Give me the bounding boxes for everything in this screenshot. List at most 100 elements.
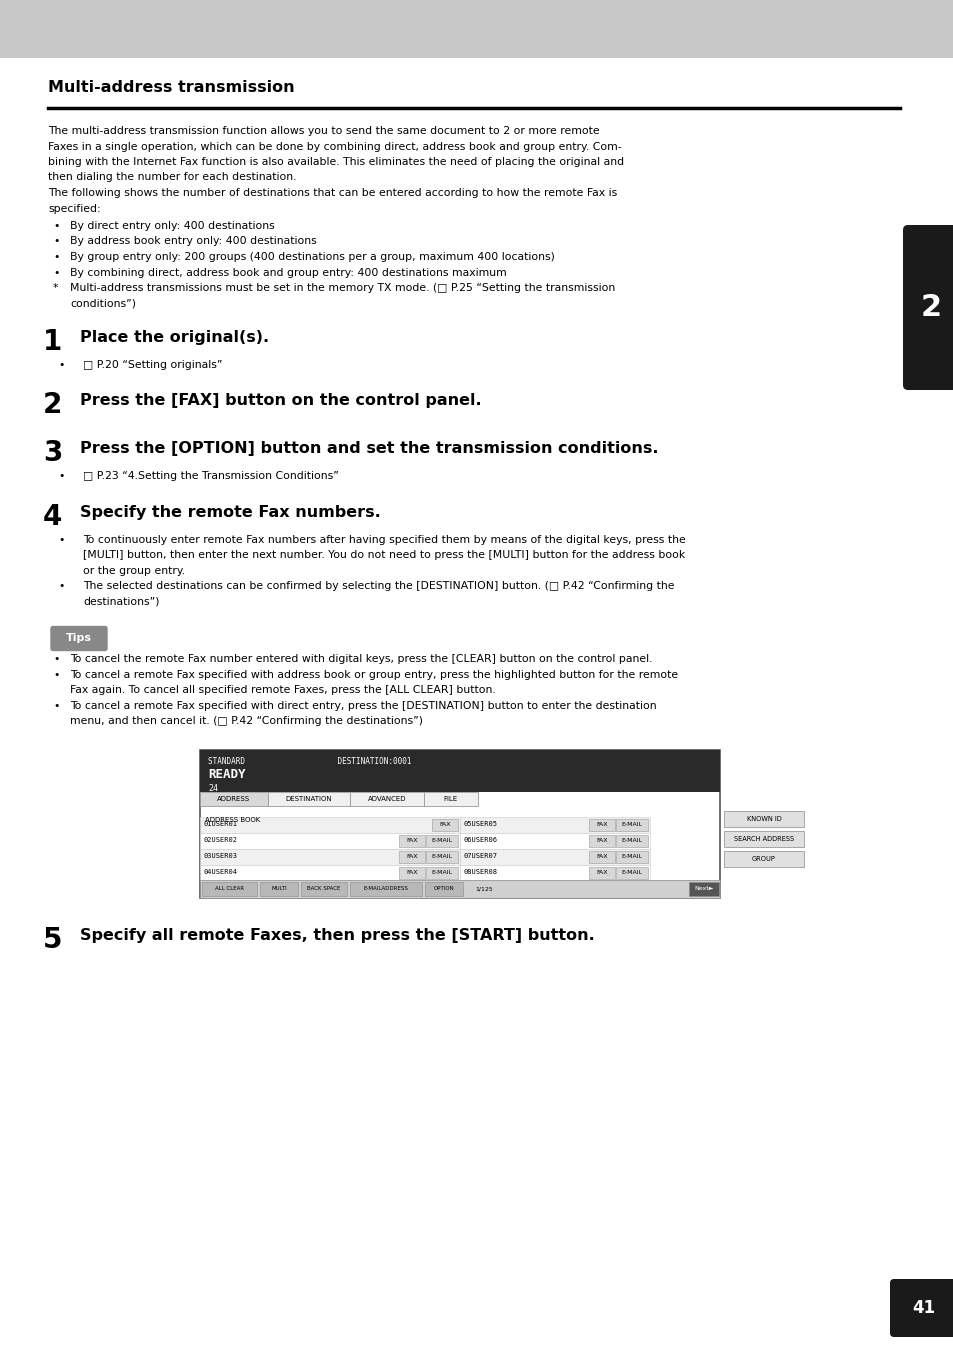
Text: Place the original(s).: Place the original(s). — [80, 330, 269, 345]
Text: E-MAIL: E-MAIL — [431, 838, 452, 844]
Bar — [202, 882, 256, 896]
Text: BACK SPACE: BACK SPACE — [307, 887, 340, 891]
Text: ADDRESS: ADDRESS — [217, 797, 251, 802]
Text: 24: 24 — [208, 785, 218, 793]
FancyBboxPatch shape — [889, 1279, 953, 1337]
FancyBboxPatch shape — [902, 225, 953, 390]
Text: FILE: FILE — [443, 797, 457, 802]
Text: 07USER07: 07USER07 — [463, 853, 497, 859]
Bar — [616, 834, 647, 847]
Bar — [459, 833, 649, 849]
Bar — [200, 833, 459, 849]
Text: 3: 3 — [43, 439, 62, 468]
Text: DESTINATION: DESTINATION — [285, 797, 332, 802]
Text: To cancel the remote Fax number entered with digital keys, press the [CLEAR] but: To cancel the remote Fax number entered … — [70, 655, 652, 665]
Bar — [200, 749, 720, 898]
Bar — [260, 882, 297, 896]
Text: specified:: specified: — [48, 204, 100, 213]
Text: The selected destinations can be confirmed by selecting the [DESTINATION] button: The selected destinations can be confirm… — [83, 581, 674, 592]
Bar — [200, 880, 720, 898]
Text: FAX: FAX — [438, 822, 450, 828]
Text: ALL CLEAR: ALL CLEAR — [214, 887, 244, 891]
Text: FAX: FAX — [596, 838, 607, 844]
Bar — [398, 867, 424, 879]
Text: conditions”): conditions”) — [70, 298, 136, 309]
Text: Multi-address transmission: Multi-address transmission — [48, 80, 294, 94]
Text: •: • — [58, 581, 64, 592]
Text: 1: 1 — [43, 328, 62, 356]
Bar — [200, 749, 720, 793]
Text: E-MAIL: E-MAIL — [431, 871, 452, 875]
Text: 03USER03: 03USER03 — [204, 853, 237, 859]
Text: Multi-address transmissions must be set in the memory TX mode. (□ P.25 “Setting : Multi-address transmissions must be set … — [70, 283, 615, 293]
Bar — [200, 849, 459, 865]
Text: □ P.23 “4.Setting the Transmission Conditions”: □ P.23 “4.Setting the Transmission Condi… — [83, 472, 338, 481]
Text: 41: 41 — [911, 1299, 935, 1317]
Text: SEARCH ADDRESS: SEARCH ADDRESS — [733, 836, 793, 842]
Bar — [423, 793, 477, 806]
Text: E-MAIL: E-MAIL — [620, 822, 642, 828]
Text: GROUP: GROUP — [751, 856, 775, 861]
Text: 02USER02: 02USER02 — [204, 837, 237, 842]
Bar — [398, 851, 424, 863]
Text: E-MAILADDRESS: E-MAILADDRESS — [363, 887, 408, 891]
Text: The following shows the number of destinations that can be entered according to : The following shows the number of destin… — [48, 187, 617, 198]
Bar — [432, 820, 457, 830]
Text: Press the [OPTION] button and set the transmission conditions.: Press the [OPTION] button and set the tr… — [80, 442, 658, 457]
Text: KNOWN ID: KNOWN ID — [746, 816, 781, 822]
Text: MULTI: MULTI — [271, 887, 287, 891]
Text: By group entry only: 200 groups (400 destinations per a group, maximum 400 locat: By group entry only: 200 groups (400 des… — [70, 252, 555, 262]
Bar — [426, 867, 457, 879]
Text: By combining direct, address book and group entry: 400 destinations maximum: By combining direct, address book and gr… — [70, 267, 506, 278]
Text: E-MAIL: E-MAIL — [620, 838, 642, 844]
Text: •: • — [53, 221, 59, 231]
Text: By address book entry only: 400 destinations: By address book entry only: 400 destinat… — [70, 236, 316, 247]
Text: or the group entry.: or the group entry. — [83, 566, 185, 576]
Text: 05USER05: 05USER05 — [463, 821, 497, 828]
Text: FAX: FAX — [406, 838, 417, 844]
Text: 2: 2 — [43, 391, 62, 419]
Bar — [459, 865, 649, 882]
Bar — [588, 867, 615, 879]
Text: Fax again. To cancel all specified remote Faxes, press the [ALL CLEAR] button.: Fax again. To cancel all specified remot… — [70, 686, 496, 696]
Text: To continuously enter remote Fax numbers after having specified them by means of: To continuously enter remote Fax numbers… — [83, 535, 685, 545]
Text: [MULTI] button, then enter the next number. You do not need to press the [MULTI]: [MULTI] button, then enter the next numb… — [83, 550, 684, 561]
Text: E-MAIL: E-MAIL — [620, 855, 642, 860]
Text: •: • — [58, 472, 64, 481]
Text: •: • — [53, 252, 59, 262]
Bar — [616, 820, 647, 830]
Text: ADDRESS BOOK: ADDRESS BOOK — [205, 817, 260, 824]
Text: 1/125: 1/125 — [475, 887, 493, 891]
Text: 04USER04: 04USER04 — [204, 869, 237, 875]
Text: ADVANCED: ADVANCED — [367, 797, 406, 802]
Bar — [200, 793, 268, 806]
Text: FAX: FAX — [406, 855, 417, 860]
Text: •: • — [58, 360, 64, 369]
Text: E-MAIL: E-MAIL — [431, 855, 452, 860]
Text: 06USER06: 06USER06 — [463, 837, 497, 842]
Bar — [588, 851, 615, 863]
Text: Specify all remote Faxes, then press the [START] button.: Specify all remote Faxes, then press the… — [80, 927, 594, 944]
Text: □ P.20 “Setting originals”: □ P.20 “Setting originals” — [83, 360, 222, 369]
FancyBboxPatch shape — [51, 627, 107, 651]
Text: Specify the remote Fax numbers.: Specify the remote Fax numbers. — [80, 506, 380, 520]
Bar — [301, 882, 347, 896]
Bar — [459, 817, 649, 833]
Text: bining with the Internet Fax function is also available. This eliminates the nee: bining with the Internet Fax function is… — [48, 156, 623, 167]
Text: To cancel a remote Fax specified with direct entry, press the [DESTINATION] butt: To cancel a remote Fax specified with di… — [70, 701, 656, 710]
Text: •: • — [53, 670, 59, 679]
Text: 5: 5 — [43, 926, 63, 954]
Bar — [459, 849, 649, 865]
Bar — [616, 851, 647, 863]
Text: •: • — [58, 535, 64, 545]
Text: 2: 2 — [920, 293, 941, 322]
Text: FAX: FAX — [596, 871, 607, 875]
Bar — [723, 830, 803, 847]
Bar — [688, 882, 719, 896]
Bar — [426, 834, 457, 847]
Text: The multi-address transmission function allows you to send the same document to : The multi-address transmission function … — [48, 125, 599, 136]
Text: Press the [FAX] button on the control panel.: Press the [FAX] button on the control pa… — [80, 394, 481, 408]
Text: 08USER08: 08USER08 — [463, 869, 497, 875]
Text: FAX: FAX — [596, 822, 607, 828]
Text: 4: 4 — [43, 503, 62, 531]
